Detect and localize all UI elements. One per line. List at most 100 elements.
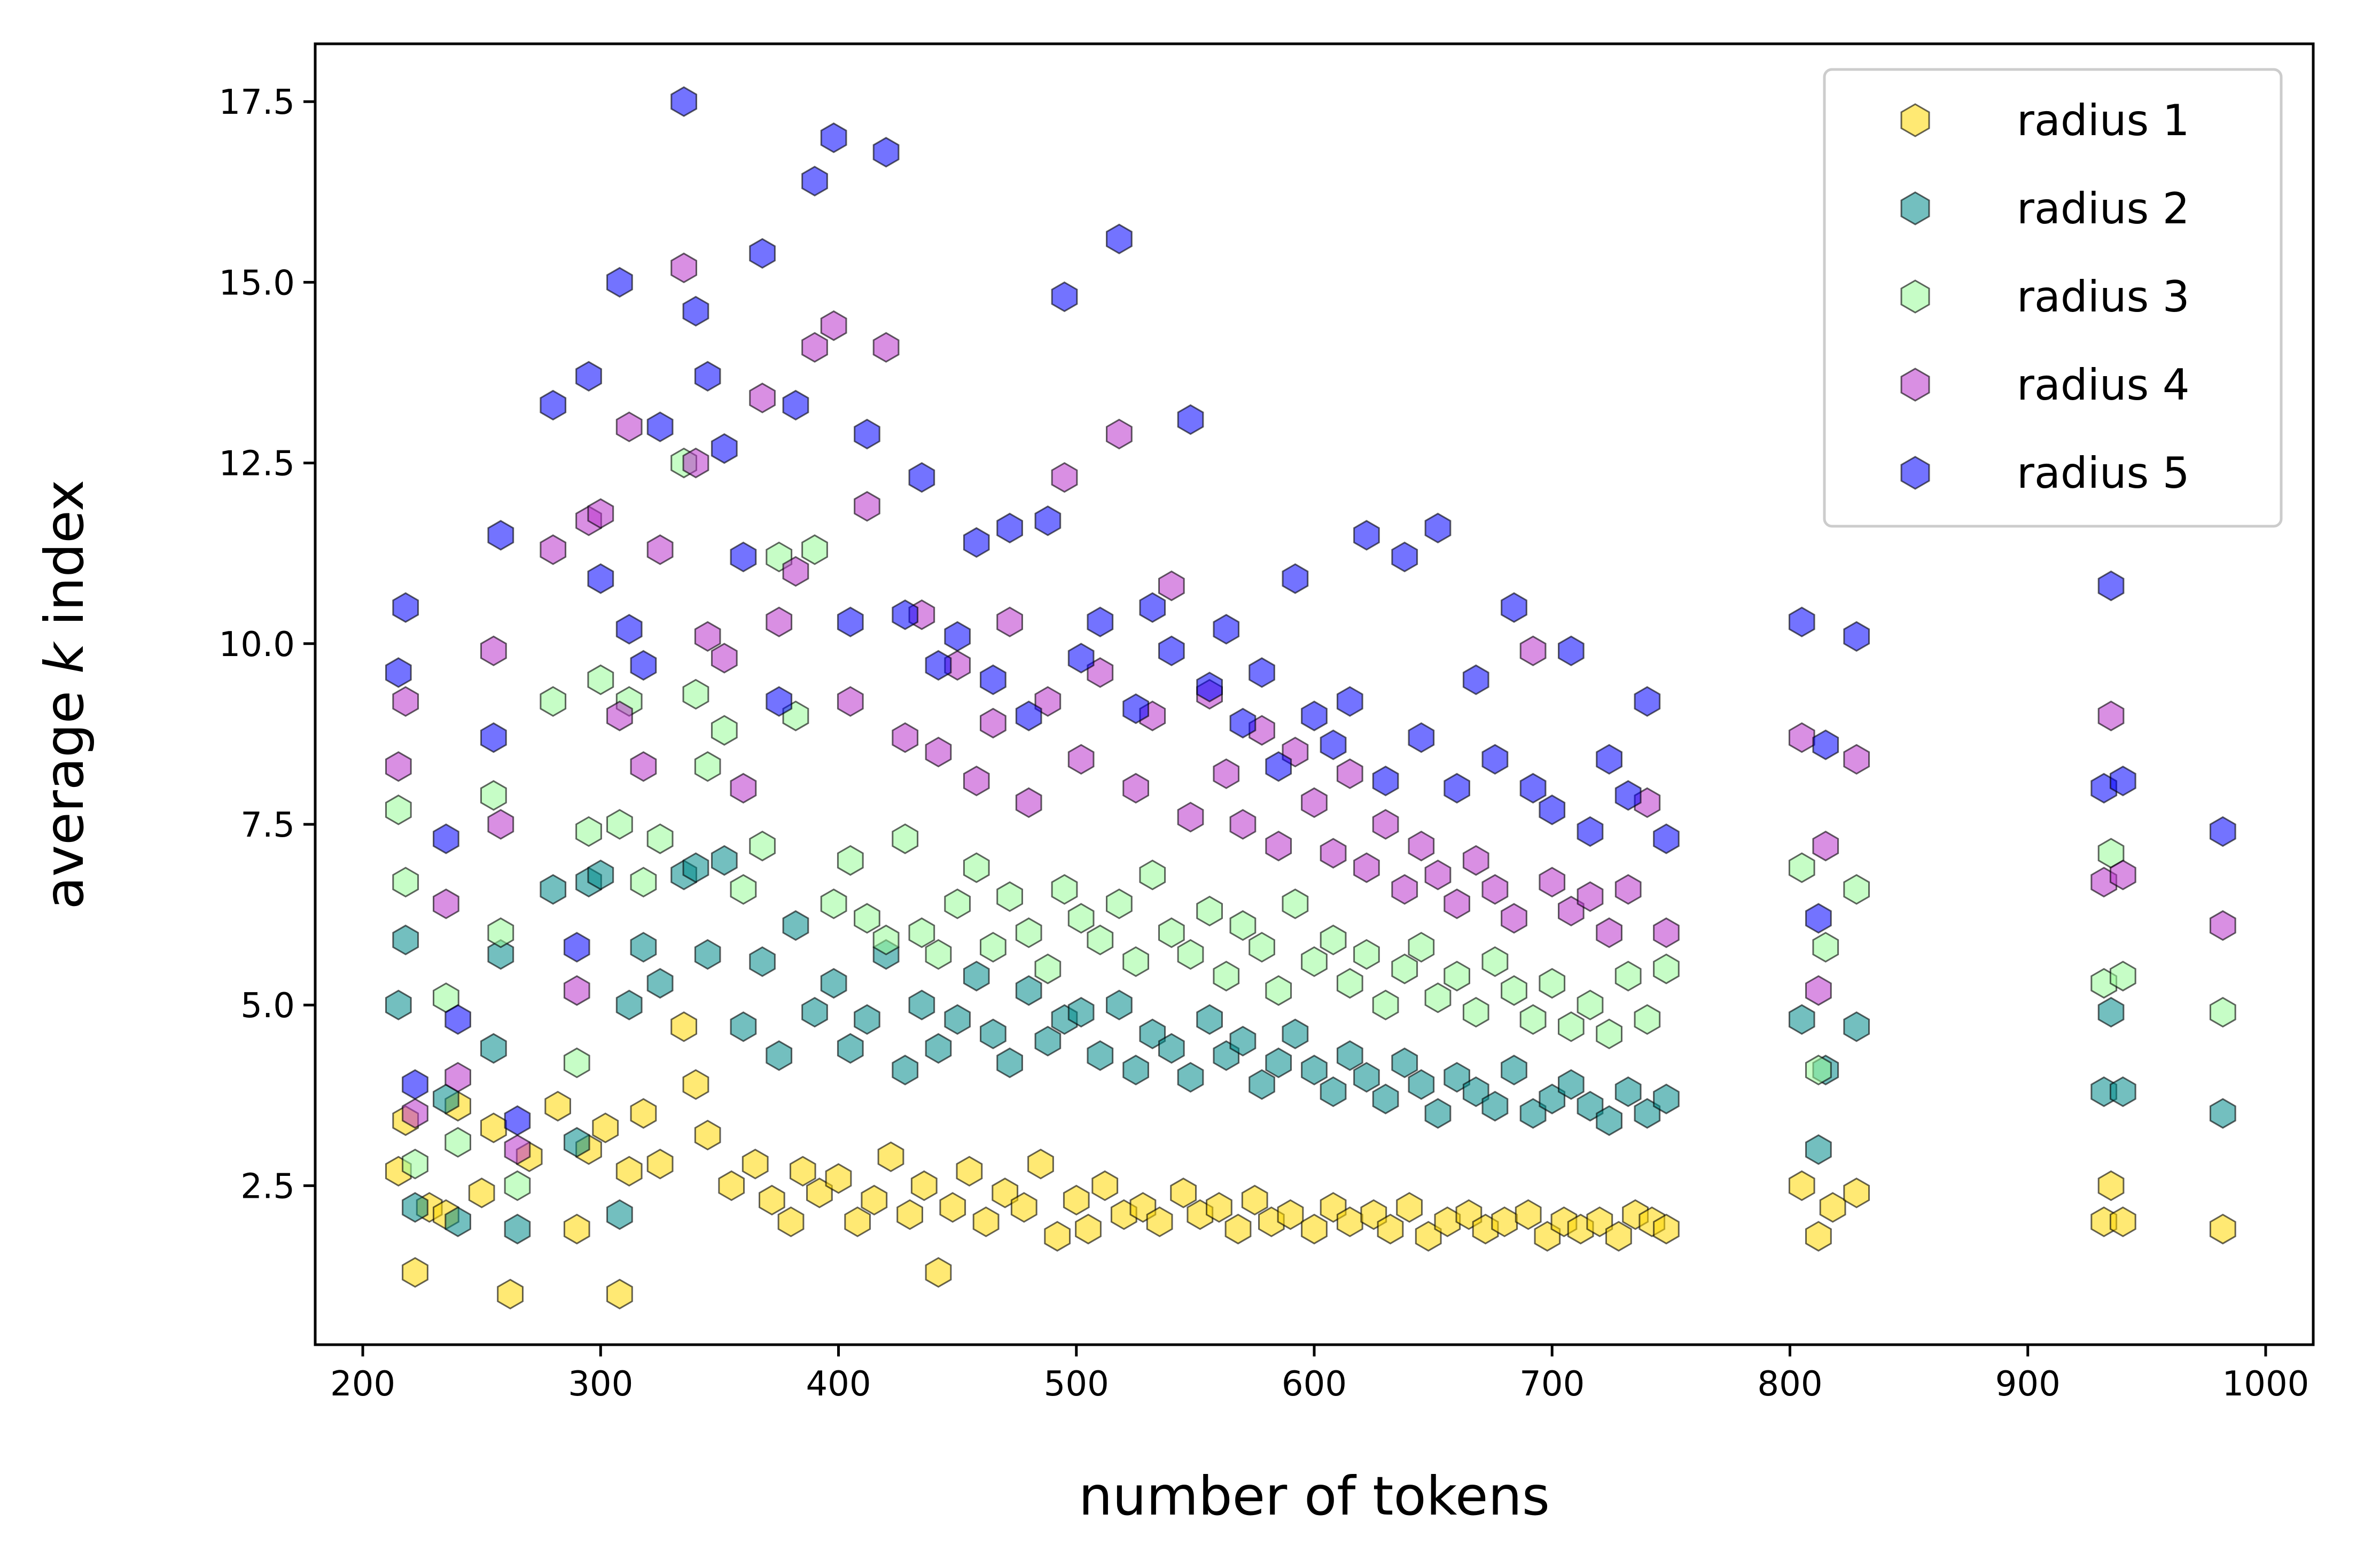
data-point [544, 1090, 571, 1122]
data-point [730, 541, 757, 573]
data-point [2209, 910, 2236, 941]
data-point [1391, 953, 1418, 985]
data-point [1558, 1069, 1585, 1100]
y-tick-label: 2.5 [240, 1167, 295, 1206]
data-point [615, 614, 643, 645]
data-point [1577, 989, 1604, 1020]
data-point [1614, 874, 1642, 905]
series-radius-5 [385, 86, 2236, 1136]
data-point [682, 1069, 709, 1100]
data-point [1301, 787, 1328, 818]
data-point [1372, 809, 1399, 840]
legend-box [1823, 68, 2283, 528]
data-point [1015, 917, 1042, 948]
data-point [2109, 1206, 2136, 1237]
data-point [820, 310, 847, 341]
data-point [1010, 1192, 1037, 1223]
data-point [1614, 780, 1642, 811]
data-point [1170, 1177, 1197, 1208]
data-point [1177, 801, 1204, 833]
data-point [1015, 700, 1042, 731]
data-point [1122, 693, 1149, 724]
data-point [670, 252, 697, 284]
data-point [837, 1033, 864, 1064]
y-tick-label: 7.5 [240, 806, 295, 845]
data-point [1596, 1105, 1622, 1136]
data-point [1558, 635, 1585, 667]
data-point [782, 389, 809, 421]
data-point [385, 751, 412, 782]
data-point [1051, 874, 1078, 905]
data-point [2109, 859, 2136, 891]
data-point [2109, 961, 2136, 992]
data-point [1139, 859, 1166, 891]
data-point [749, 946, 776, 977]
legend-marker [1900, 191, 1930, 225]
data-point [1196, 1004, 1223, 1035]
data-point [1229, 1026, 1257, 1057]
data-point [1805, 1134, 1832, 1165]
data-point [759, 1184, 785, 1216]
data-point [1788, 1004, 1815, 1035]
data-point [1067, 744, 1095, 775]
data-point [1372, 1083, 1399, 1114]
data-point [1634, 1004, 1661, 1035]
data-point [996, 512, 1023, 544]
data-point [392, 924, 419, 956]
data-point [1015, 787, 1042, 818]
data-point [820, 888, 847, 919]
data-point [480, 1112, 507, 1143]
data-point [711, 715, 738, 746]
series-radius-3 [385, 447, 2236, 1202]
data-point [615, 1156, 643, 1187]
y-axis: 2.5 5.0 7.5 10.0 12.5 15.0 17.5 [219, 83, 315, 1206]
data-point [1320, 729, 1347, 760]
data-point [646, 411, 674, 442]
data-point [1614, 961, 1642, 992]
data-point [877, 1141, 904, 1173]
data-point [682, 852, 709, 883]
data-point [766, 686, 793, 717]
data-point [1501, 903, 1527, 934]
data-point [1241, 1184, 1268, 1216]
data-point [1067, 996, 1095, 1028]
data-point [630, 1098, 657, 1129]
data-point [908, 917, 935, 948]
data-point [1408, 722, 1435, 753]
data-point [820, 968, 847, 999]
data-point [630, 751, 657, 782]
x-tick-label: 300 [568, 1364, 633, 1404]
data-point [385, 989, 412, 1020]
data-point [963, 852, 990, 883]
data-point [1051, 462, 1078, 493]
data-point [1213, 758, 1240, 790]
data-point [837, 606, 864, 637]
x-tick-label: 600 [1282, 1364, 1347, 1404]
data-point [587, 859, 614, 891]
data-point [1336, 686, 1363, 717]
x-tick-label: 1000 [2222, 1364, 2309, 1404]
data-point [1819, 1192, 1846, 1223]
data-point [563, 1213, 590, 1245]
data-point [392, 686, 419, 717]
data-point [1353, 852, 1380, 883]
data-point [782, 556, 809, 587]
data-point [730, 1011, 757, 1042]
data-point [1265, 751, 1292, 782]
data-point [789, 1156, 816, 1187]
data-point [1462, 845, 1489, 876]
data-point [587, 563, 614, 594]
data-point [1596, 1018, 1622, 1050]
data-point [1501, 592, 1527, 623]
data-point [480, 635, 507, 667]
data-point [1353, 939, 1380, 970]
data-point [711, 433, 738, 464]
data-point [487, 917, 514, 948]
data-point [563, 932, 590, 963]
data-point [1177, 404, 1204, 435]
legend-label: radius 1 [2017, 96, 2190, 145]
legend-label: radius 4 [2017, 360, 2190, 410]
data-point [444, 1062, 471, 1093]
data-point [711, 845, 738, 876]
data-point [892, 823, 919, 854]
